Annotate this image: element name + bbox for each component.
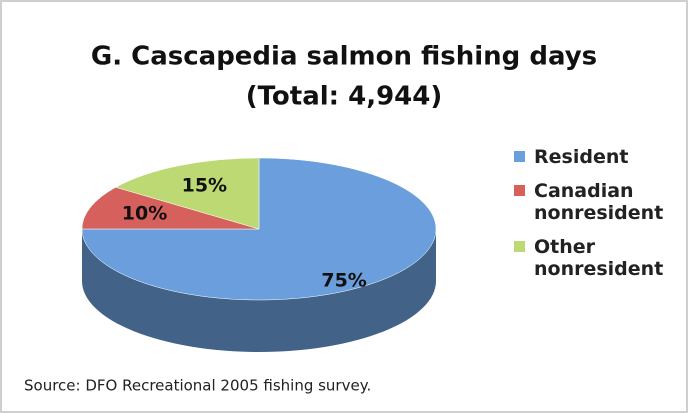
legend-item: Resident: [512, 146, 682, 168]
legend: Resident Canadian nonresident Other nonres…: [512, 146, 682, 292]
legend-swatch: [514, 185, 525, 196]
legend-swatch: [514, 241, 525, 252]
pie-slice: [81, 186, 260, 230]
legend-label: Resident: [534, 146, 629, 168]
pie-slice: [115, 157, 260, 230]
legend-label: Canadian nonresident: [534, 180, 664, 224]
legend-swatch: [514, 151, 525, 162]
chart-subtitle: (Total: 4,944): [246, 82, 443, 112]
value-label: 15%: [182, 174, 227, 196]
source-note: Source: DFO Recreational 2005 fishing su…: [24, 377, 371, 395]
legend-item: Other nonresident: [512, 236, 682, 280]
chart-title: G. Cascapedia salmon fishing days: [91, 42, 597, 72]
legend-item: Canadian nonresident: [512, 180, 682, 224]
pie-side: [82, 229, 436, 352]
pie-slice: [81, 157, 437, 301]
legend-label: Other nonresident: [534, 236, 664, 280]
value-label: 10%: [122, 203, 167, 225]
value-label: 75%: [321, 270, 366, 292]
